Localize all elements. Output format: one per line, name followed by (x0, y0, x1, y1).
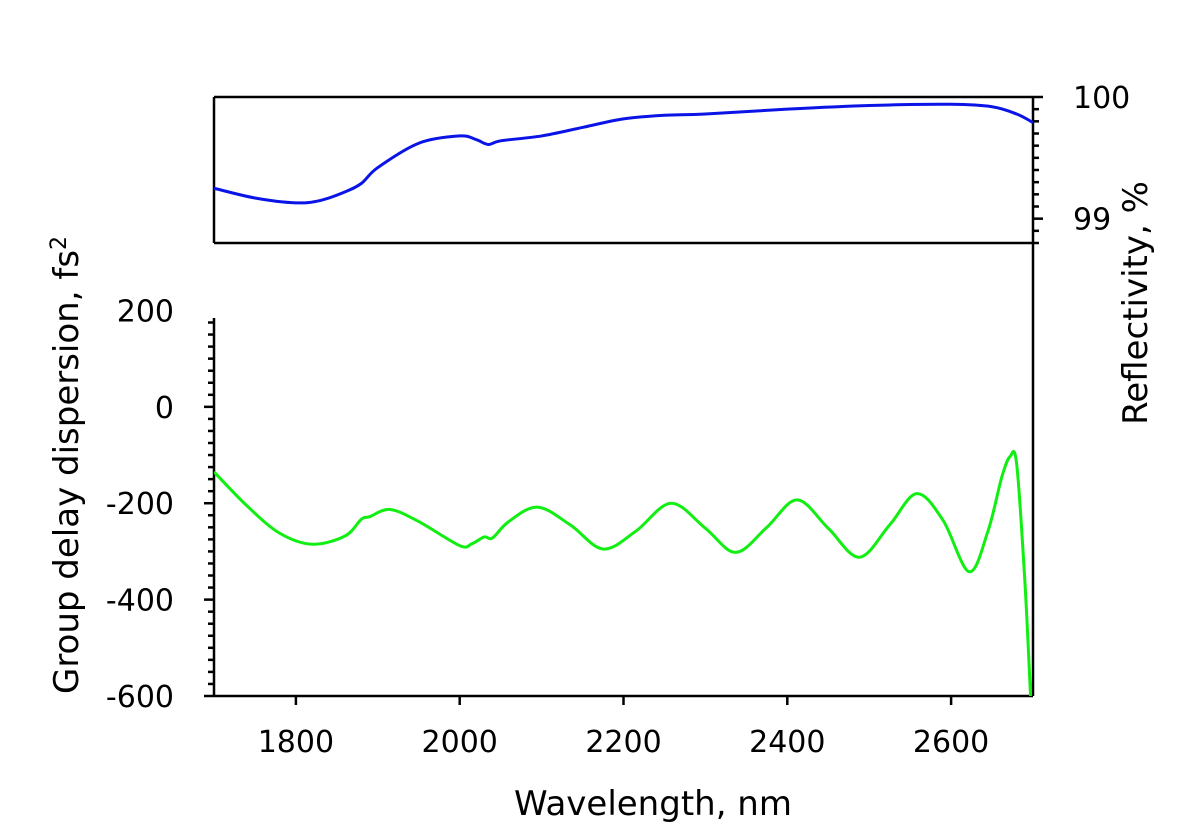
x-tick-label: 2200 (585, 725, 661, 760)
reflectivity-series (213, 102, 1034, 205)
reflectivity-tick-label: 99 (1073, 203, 1111, 238)
gdd-axis-title: Group delay dispersion, fs2 (47, 236, 88, 694)
reflectivity-axis-ticks: 99 100 (1033, 81, 1130, 245)
x-tick-label: 2400 (749, 725, 825, 760)
gdd-tick-label: 0 (155, 391, 174, 426)
gdd-axis-title-main: Group delay dispersion, fs (47, 250, 87, 694)
reflectivity-line (213, 102, 1034, 205)
gdd-tick-label: -200 (106, 487, 174, 522)
plot-frame (212, 95, 1035, 698)
gdd-tick-label: -400 (106, 584, 174, 619)
gdd-tick-label: 200 (117, 294, 174, 329)
x-tick-label: 2000 (422, 725, 498, 760)
x-axis-title: Wavelength, nm (514, 784, 792, 824)
x-axis-ticks: 1800 2000 2200 2400 2600 (258, 696, 989, 760)
x-tick-label: 2600 (913, 725, 989, 760)
gdd-tick-label: -600 (106, 680, 174, 715)
reflectivity-axis-title: Reflectivity, % (1116, 181, 1156, 425)
reflectivity-tick-label: 100 (1073, 81, 1130, 116)
gdd-axis-title-superscript: 2 (47, 236, 72, 250)
gdd-series (214, 450, 1033, 696)
gdd-axis-ticks: -600 -400 -200 0 200 (106, 294, 214, 715)
x-tick-label: 1800 (258, 725, 334, 760)
gdd-line (214, 450, 1033, 696)
